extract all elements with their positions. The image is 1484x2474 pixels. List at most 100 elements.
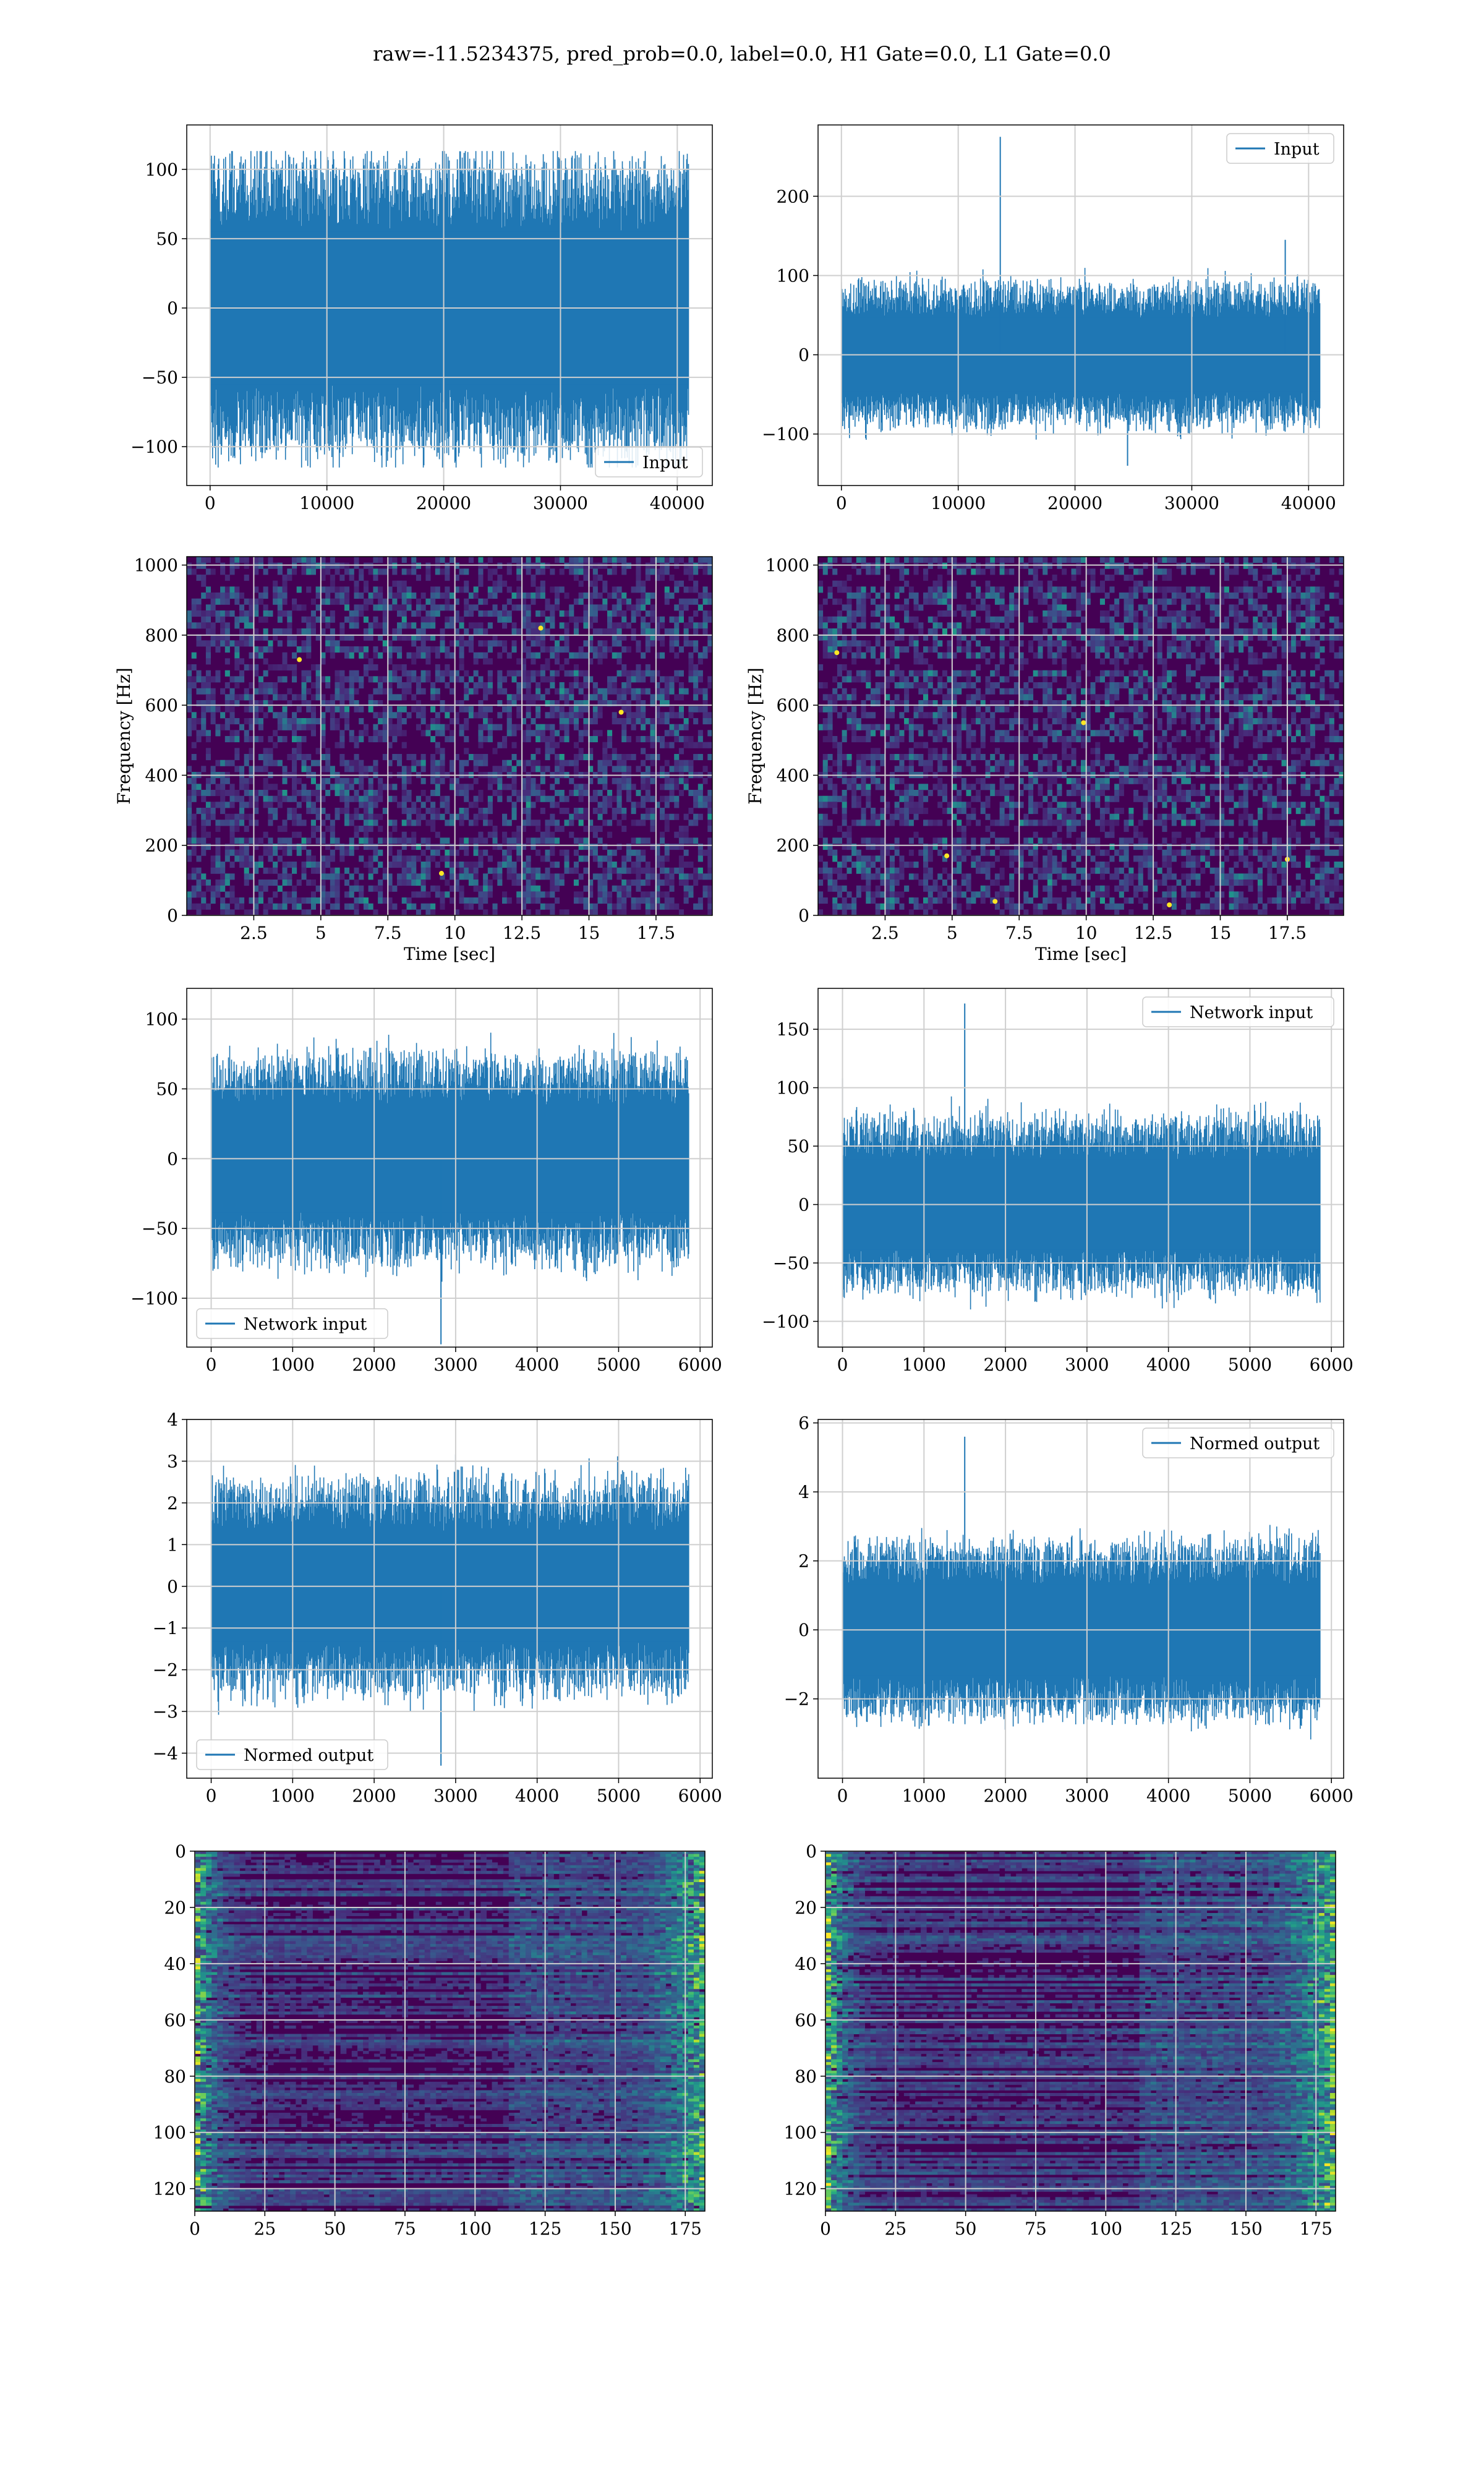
x-tick-label: 40000: [650, 493, 705, 513]
hot-spot: [1081, 720, 1086, 726]
x-tick-label: 0: [837, 1786, 848, 1806]
x-tick-label: 3000: [433, 1355, 477, 1375]
x-tick-label: 4000: [1146, 1355, 1190, 1375]
x-tick-label: 0: [837, 1355, 848, 1375]
x-tick-label: 175: [669, 2219, 702, 2239]
legend: Input: [1226, 133, 1334, 164]
x-tick-label: 0: [206, 1355, 217, 1375]
grid: [187, 557, 712, 916]
y-tick-label: 600: [145, 695, 178, 716]
grid: [818, 988, 1344, 1347]
x-tick-label: 6000: [1310, 1786, 1354, 1806]
legend: Input: [595, 447, 703, 477]
y-tick-label: 2: [167, 1493, 178, 1513]
y-tick-label: 100: [777, 265, 809, 286]
y-tick-label: −50: [142, 367, 178, 388]
legend-label: Input: [642, 453, 688, 473]
x-tick-label: 175: [1300, 2219, 1333, 2239]
axes-frame: [817, 988, 1344, 1348]
plot-area: [818, 557, 1344, 915]
x-tick-label: 2000: [983, 1355, 1027, 1375]
ticks: 0 25 50 75 100 125 150 175 0 20 40 60 80 100 120: [153, 1841, 702, 2239]
plot-area: [841, 137, 1321, 466]
x-tick-label: 150: [599, 2219, 631, 2239]
y-tick-label: 0: [167, 1149, 178, 1169]
x-tick-label: 17.5: [1268, 923, 1307, 943]
x-tick-label: 6000: [678, 1786, 722, 1806]
grid: [818, 125, 1344, 486]
x-tick-label: 4000: [515, 1786, 559, 1806]
plot-area: [842, 1003, 1321, 1327]
x-tick-label: 0: [189, 2219, 200, 2239]
x-tick-label: 25: [254, 2219, 276, 2239]
x-tick-label: 10: [444, 923, 466, 943]
y-tick-label: 4: [167, 1410, 178, 1430]
y-tick-label: 0: [167, 905, 178, 926]
y-tick-label: 100: [145, 1009, 178, 1030]
y-tick-label: 100: [145, 160, 178, 180]
x-tick-label: 4000: [1146, 1786, 1190, 1806]
x-tick-label: 150: [1229, 2219, 1262, 2239]
y-tick-label: 0: [167, 1577, 178, 1597]
y-tick-label: 0: [167, 298, 178, 319]
legend-label: Network input: [244, 1315, 367, 1334]
plot-area: [210, 1019, 689, 1345]
y-tick-label: 1: [167, 1534, 178, 1555]
ticks: 0 1000 2000 3000 4000 5000 6000 −100 −50 0 50 100 15…: [762, 1019, 1354, 1375]
chart-normed-output-h1: 0 1000 2000 3000 4000 5000 6000 −4 −3 −2 −1 0 1 2 3 4 No…: [153, 1410, 722, 1806]
x-tick-label: 125: [529, 2219, 561, 2239]
y-tick-label: 3: [167, 1451, 178, 1471]
axes-frame: [817, 556, 1344, 916]
grid: [825, 1851, 1336, 2211]
x-tick-label: 2.5: [871, 923, 899, 943]
grid: [187, 988, 712, 1347]
legend: Network input: [1142, 996, 1334, 1027]
hot-spot: [618, 709, 624, 715]
y-tick-label: 800: [777, 625, 809, 646]
y-tick-label: −4: [153, 1744, 178, 1764]
x-tick-label: 50: [324, 2219, 346, 2239]
figure-title: raw=-11.5234375, pred_prob=0.0, label=0.…: [0, 42, 1484, 66]
x-tick-label: 5000: [1228, 1355, 1272, 1375]
x-tick-label: 2000: [983, 1786, 1027, 1806]
y-tick-label: 0: [798, 1195, 809, 1215]
x-tick-label: 2.5: [240, 923, 268, 943]
y-tick-label: 400: [145, 765, 178, 785]
hot-spot: [1167, 902, 1172, 908]
x-axis-label: Time [sec]: [1035, 944, 1127, 964]
x-tick-label: 3000: [433, 1786, 477, 1806]
y-axis-label: Frequency [Hz]: [114, 667, 134, 804]
legend: Normed output: [196, 1739, 388, 1770]
axes-frame: [186, 1419, 713, 1779]
y-tick-label: 80: [795, 2066, 817, 2087]
chart-spec-h1: 2.5 5 7.5 10 12.5 15 17.5 0 200 400 600 800 1000 Time…: [114, 555, 713, 964]
axes-frame: [194, 1851, 706, 2212]
plot-area: [210, 1452, 689, 1766]
grid: [187, 125, 712, 486]
x-tick-label: 25: [885, 2219, 907, 2239]
chart-normed-output-l1: 0 1000 2000 3000 4000 5000 6000 −2 0 2 4 6 Normed ou…: [784, 1413, 1354, 1806]
plot-area: [825, 1851, 1336, 2211]
y-tick-label: 50: [787, 1136, 809, 1157]
x-tick-label: 0: [820, 2219, 831, 2239]
ticks: 0 10000 20000 30000 40000 −100 0 100 200: [762, 186, 1336, 513]
y-tick-label: 50: [156, 1079, 178, 1099]
y-tick-label: 1000: [765, 555, 809, 576]
x-tick-label: 1000: [902, 1355, 946, 1375]
x-tick-label: 12.5: [503, 923, 541, 943]
x-tick-label: 6000: [678, 1355, 722, 1375]
plot-area: [842, 1436, 1321, 1751]
grid: [818, 1419, 1344, 1778]
hot-spot: [297, 657, 302, 662]
x-tick-label: 5000: [597, 1786, 641, 1806]
y-tick-label: 0: [806, 1841, 817, 1862]
legend-label: Normed output: [244, 1746, 373, 1765]
x-tick-label: 0: [836, 493, 847, 513]
y-tick-label: 200: [777, 836, 809, 856]
x-tick-label: 5: [315, 923, 326, 943]
y-tick-label: 2: [798, 1551, 809, 1572]
x-tick-label: 100: [1090, 2219, 1122, 2239]
hot-spot: [538, 625, 544, 631]
y-tick-label: 200: [145, 836, 178, 856]
ticks: 0 1000 2000 3000 4000 5000 6000 −2 0 2 4 6: [784, 1413, 1354, 1806]
